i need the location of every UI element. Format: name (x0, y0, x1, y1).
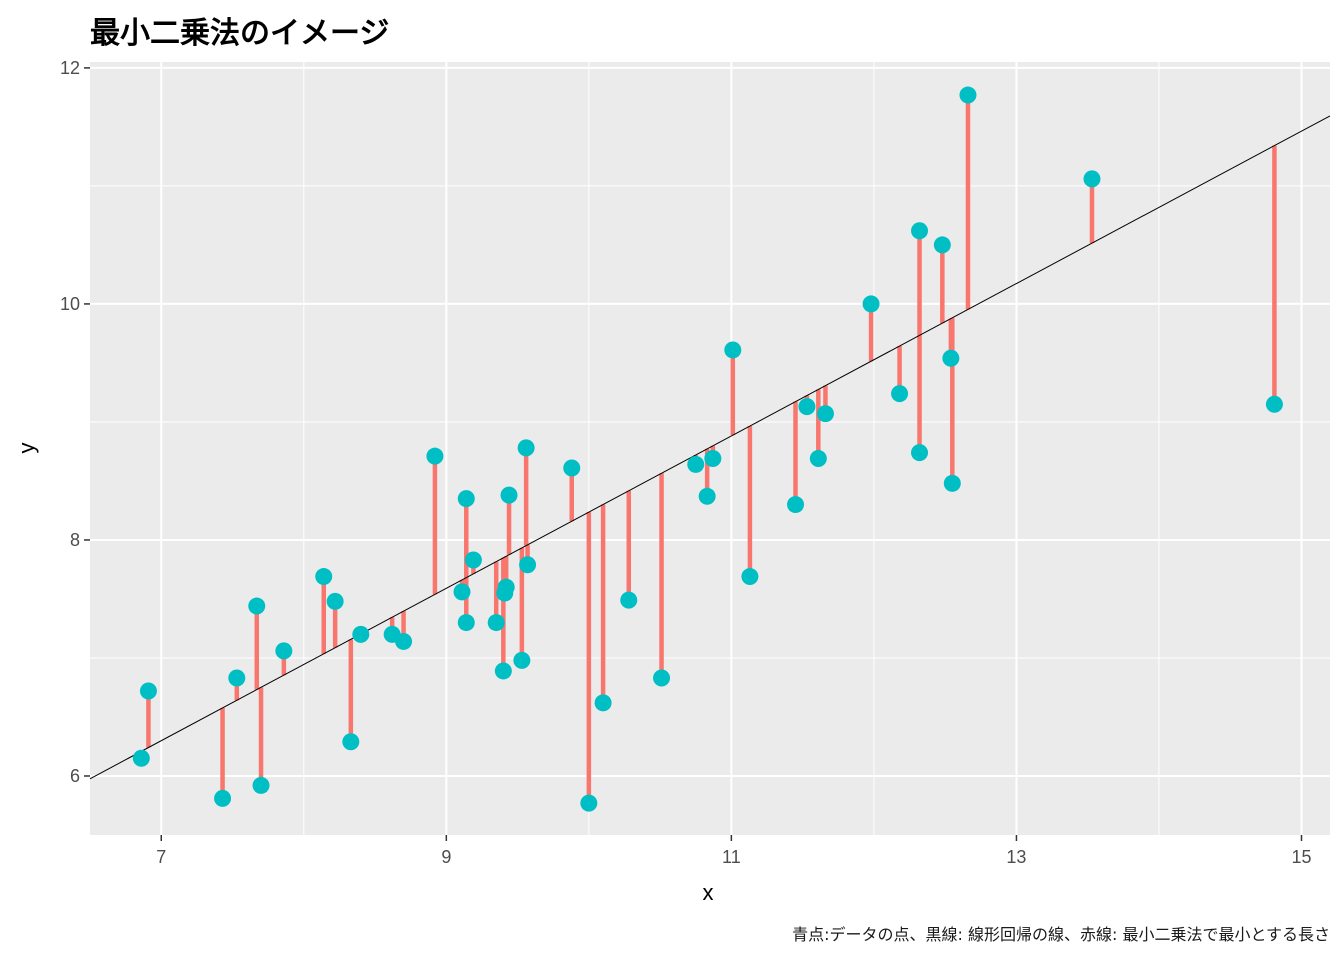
data-points (132, 86, 1283, 812)
data-point (494, 662, 512, 680)
data-point (798, 398, 816, 416)
data-point (487, 614, 505, 632)
data-point (787, 496, 805, 514)
y-tick-label: 8 (70, 530, 80, 550)
y-tick-label: 10 (60, 294, 80, 314)
x-axis-ticks: 7 9 11 13 15 (156, 835, 1312, 867)
data-point (1083, 170, 1101, 188)
data-point (252, 776, 270, 794)
data-point (214, 789, 232, 807)
data-point (464, 551, 482, 569)
data-point (816, 405, 834, 423)
data-point (741, 568, 759, 586)
data-point (911, 444, 929, 462)
data-point (453, 583, 471, 601)
data-point (653, 669, 671, 687)
data-point (959, 86, 977, 104)
data-point (724, 341, 742, 359)
data-point (519, 556, 537, 574)
data-point (698, 487, 716, 505)
data-point (942, 349, 960, 367)
y-axis-ticks: 6 8 10 12 (60, 58, 90, 786)
data-point (809, 450, 827, 468)
data-point (517, 439, 535, 457)
data-point (342, 733, 360, 751)
data-point (1265, 395, 1283, 413)
y-axis-title: y (14, 443, 39, 454)
data-point (457, 614, 475, 632)
x-tick-label: 11 (722, 847, 741, 867)
data-point (352, 625, 370, 643)
plot-panel (90, 62, 1330, 835)
data-point (620, 591, 638, 609)
data-point (132, 749, 150, 767)
data-point (513, 651, 531, 669)
y-tick-label: 6 (70, 766, 80, 786)
data-point (943, 474, 961, 492)
data-point (326, 592, 344, 610)
grid-lines (90, 62, 1330, 835)
data-point (248, 597, 266, 615)
data-point (426, 447, 444, 465)
data-point (580, 794, 598, 812)
data-point (275, 642, 293, 660)
data-point (395, 632, 413, 650)
x-axis-title: x (703, 880, 714, 905)
x-tick-label: 9 (441, 847, 451, 867)
data-point (687, 455, 705, 473)
data-point (228, 669, 246, 687)
data-point (862, 295, 880, 313)
x-tick-label: 7 (156, 847, 166, 867)
x-tick-label: 15 (1291, 847, 1311, 867)
data-point (563, 459, 581, 477)
data-point (594, 694, 612, 712)
data-point (457, 490, 475, 508)
data-point (704, 450, 722, 468)
data-point (933, 236, 951, 254)
data-point (891, 385, 909, 403)
regression-line (89, 115, 1331, 780)
data-point (139, 682, 157, 700)
y-tick-label: 12 (60, 58, 80, 78)
chart-caption: 青点:データの点、黒線: 線形回帰の線、赤線: 最小二乗法で最小とする長さ (792, 925, 1330, 944)
chart-title: 最小二乗法のイメージ (90, 16, 390, 51)
data-point (496, 584, 514, 602)
data-point (315, 568, 333, 586)
x-tick-label: 13 (1006, 847, 1026, 867)
data-point (911, 222, 929, 240)
data-point (500, 486, 518, 504)
